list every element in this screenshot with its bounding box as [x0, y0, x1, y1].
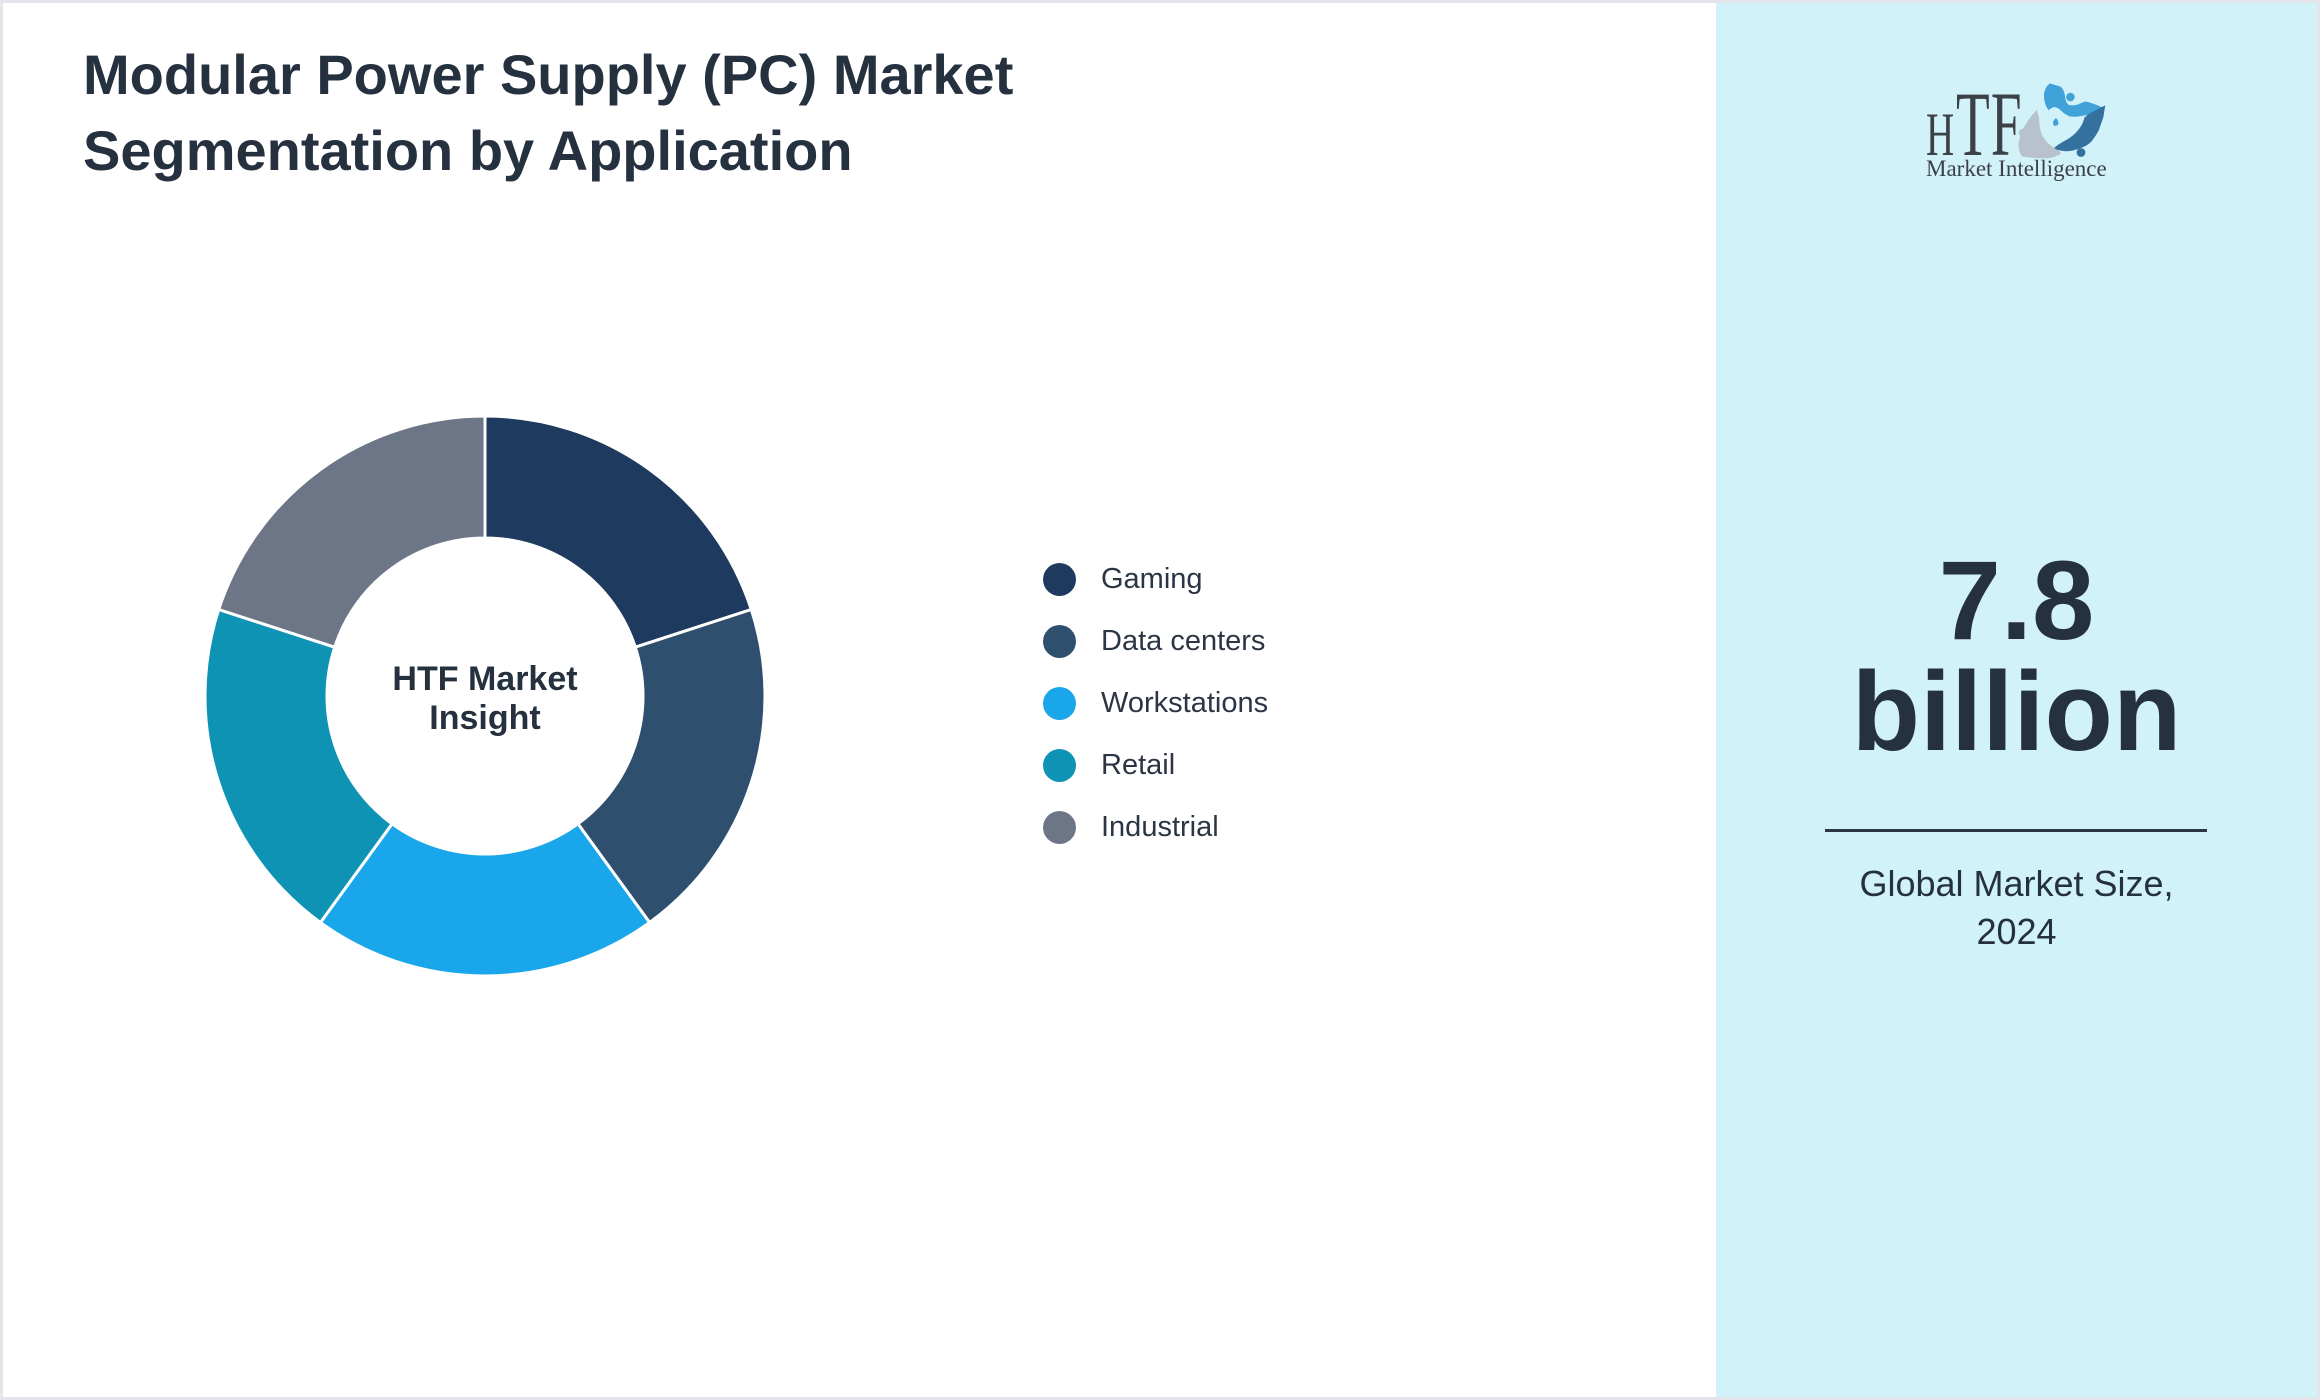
svg-text:H: H	[1926, 101, 1954, 169]
svg-text:Market Intelligence: Market Intelligence	[1926, 156, 2107, 181]
svg-text:TF: TF	[1956, 74, 2023, 176]
